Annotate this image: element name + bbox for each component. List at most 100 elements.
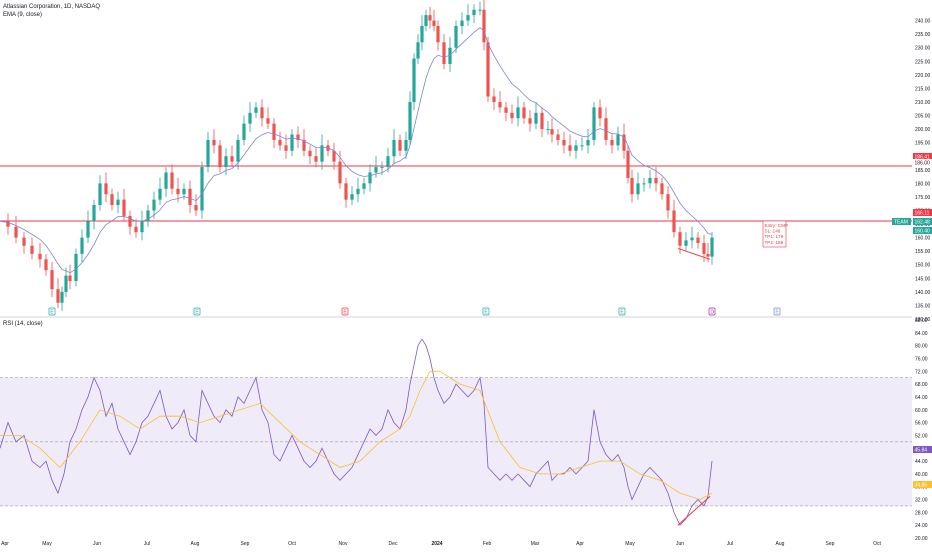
rsi-value-label: 34.85 xyxy=(915,483,928,489)
price-levels xyxy=(0,165,912,222)
candle-body xyxy=(486,42,490,97)
ema-label: EMA (9, close) xyxy=(3,12,43,18)
price-tick-label: 220.00 xyxy=(915,73,931,79)
rsi-axis[interactable]: 20.0024.0028.0032.0036.0040.0044.0048.00… xyxy=(913,318,932,542)
candle-body xyxy=(302,139,306,151)
candle-body xyxy=(92,205,96,222)
event-marker xyxy=(618,307,626,316)
rsi-tick-label: 80.00 xyxy=(915,344,928,350)
candle-body xyxy=(516,107,520,119)
price-tick-label: 140.00 xyxy=(915,290,931,296)
price-tick-label: 130.00 xyxy=(915,317,931,323)
candle-body xyxy=(546,129,550,131)
candle-body xyxy=(98,183,102,206)
price-tick-label: 150.00 xyxy=(915,263,931,269)
event-marker-label: E xyxy=(343,310,347,316)
candle-body xyxy=(466,15,470,21)
trade-box xyxy=(762,220,787,248)
candle-body xyxy=(492,96,496,102)
candle-body xyxy=(296,134,300,140)
price-tick-label: 210.00 xyxy=(915,100,931,106)
price-axis[interactable]: 130.00 135.00 140.00 145.00 150.00 155.00 160.… xyxy=(912,0,932,550)
price-label-box xyxy=(913,218,932,225)
time-tick-label: May xyxy=(42,541,52,547)
candle-body xyxy=(454,25,458,48)
candle-body xyxy=(386,156,390,168)
candle-body xyxy=(550,129,554,135)
price-label: 186.41 xyxy=(915,155,931,161)
event-marker-label: E xyxy=(50,310,54,316)
time-tick-label: May xyxy=(625,541,635,547)
candle-body xyxy=(436,25,440,43)
price-tick-label: 240.00 xyxy=(915,19,931,25)
rsi-tick-label: 72.00 xyxy=(915,369,928,375)
candle-body xyxy=(308,150,312,157)
price-label: 162.48 xyxy=(915,220,931,226)
rsi-tick-label: 52.00 xyxy=(915,433,928,439)
candle-body xyxy=(254,107,258,113)
candle-body xyxy=(472,9,476,16)
candle-body xyxy=(176,188,180,195)
rsi-tick-label: 20.00 xyxy=(915,536,928,542)
price-candles[interactable] xyxy=(6,0,714,311)
time-axis[interactable]: Apr May Jun Jul Aug Sep Oct Nov Dec 2024 Feb Mar Apr… xyxy=(1,541,881,547)
price-tick-label: 135.00 xyxy=(915,303,931,309)
candle-body xyxy=(556,134,560,140)
event-marker-label: E xyxy=(484,310,488,316)
candle-body xyxy=(278,139,282,146)
time-tick-label: 2024 xyxy=(431,541,442,547)
candle-body xyxy=(56,289,60,303)
trade-box-line: Entry: CMP xyxy=(765,223,788,228)
rsi-tick-label: 56.00 xyxy=(915,421,928,427)
rsi-value-label-box xyxy=(913,481,932,488)
candle-body xyxy=(432,20,436,26)
price-tick-label: 235.00 xyxy=(915,32,931,38)
candle-body xyxy=(284,145,288,151)
price-tick-label: 165.00 xyxy=(915,222,931,228)
rsi-tick-label: 64.00 xyxy=(915,395,928,401)
rsi-title: RSI (14, close) xyxy=(3,321,43,327)
candle-body xyxy=(408,101,412,140)
ticker-badge-box xyxy=(892,218,911,225)
rsi-tick-label: 40.00 xyxy=(915,472,928,478)
time-tick-label: Oct xyxy=(288,541,296,547)
candle-body xyxy=(188,188,192,206)
time-tick-label: Feb xyxy=(483,541,492,547)
candle-body xyxy=(60,291,64,303)
candle-body xyxy=(654,177,658,184)
price-legend[interactable]: Atlassian Corporation, 1D, NASDAQ EMA (9… xyxy=(3,3,100,19)
candle-body xyxy=(642,183,646,185)
candle-body xyxy=(230,156,234,162)
candle-body xyxy=(344,183,348,200)
rsi-tick-label: 76.00 xyxy=(915,356,928,362)
time-tick-label: Apr xyxy=(1,541,9,547)
candle-body xyxy=(534,112,538,124)
chart-title: Atlassian Corporation, 1D, NASDAQ xyxy=(3,4,101,10)
candle-body xyxy=(350,194,354,200)
event-marker-label: D xyxy=(710,310,714,316)
candle-body xyxy=(678,232,682,246)
candle-body xyxy=(690,237,694,241)
candle-body xyxy=(146,210,150,222)
candle-body xyxy=(374,167,378,173)
event-marker xyxy=(708,307,716,316)
time-tick-label: Aug xyxy=(776,541,785,547)
rsi-legend[interactable]: RSI (14, close) xyxy=(3,320,43,328)
candle-body xyxy=(648,177,652,184)
price-label-box xyxy=(913,159,932,166)
candle-body xyxy=(616,134,620,146)
trade-box-line: TP2: 189 xyxy=(765,240,784,245)
candle-body xyxy=(134,226,138,233)
candle-body xyxy=(392,139,396,157)
candle-body xyxy=(110,194,114,206)
candle-body xyxy=(540,112,544,130)
time-tick-label: Mar xyxy=(531,541,540,547)
axis-background xyxy=(912,0,932,550)
candle-body xyxy=(68,275,72,282)
candle-body xyxy=(420,25,424,43)
candle-body xyxy=(14,226,18,238)
candle-body xyxy=(320,145,324,162)
candle-body xyxy=(696,237,700,244)
